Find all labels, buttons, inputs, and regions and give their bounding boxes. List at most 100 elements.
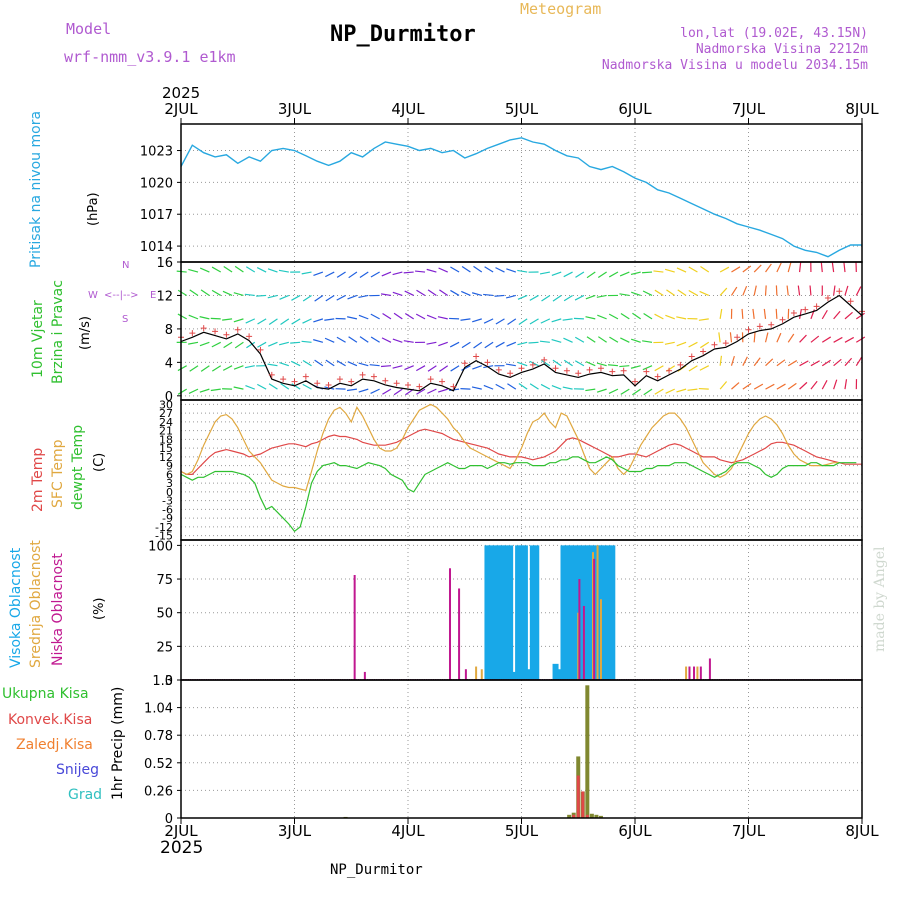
wind-arrow <box>763 308 767 319</box>
wind-arrow <box>654 388 664 395</box>
wind-arrow <box>347 294 358 300</box>
wind-arrow <box>700 265 710 273</box>
cloud-bar-high_cloud <box>583 545 590 680</box>
wind-arrow <box>301 271 312 275</box>
wind-arrow <box>787 360 798 367</box>
wind-arrow <box>620 388 630 395</box>
precip-bar-total_precip <box>594 814 599 818</box>
year-top: 2025 <box>162 84 201 102</box>
wind-arrow <box>517 269 528 273</box>
y-tick-label: -6 <box>162 503 173 516</box>
wind-arrow <box>416 289 426 296</box>
wind-arrow <box>821 380 828 390</box>
wind-arrow <box>199 388 210 393</box>
wind-arrow <box>313 271 324 276</box>
wind-gust-mark <box>847 298 854 305</box>
cloud-bar-low_cloud <box>448 568 451 680</box>
y-tick-label: 1.04 <box>144 702 173 717</box>
wind-gust-mark <box>212 328 219 335</box>
wind-arrow <box>719 355 723 366</box>
wind-arrow <box>855 286 862 296</box>
temp-line-temp2m <box>180 428 862 475</box>
cloud-bar-high_cloud <box>570 545 577 680</box>
wind-arrow <box>347 361 358 367</box>
wind-arrow <box>495 267 505 273</box>
legend-frozen-rain: Zaledj.Kisa <box>16 737 93 753</box>
wind-arrow <box>585 388 596 392</box>
y-tick-label: -3 <box>162 495 173 508</box>
wind-arrow <box>461 341 471 349</box>
wind-arrow <box>495 341 505 348</box>
cloud-bar-high_cloud <box>515 545 522 680</box>
y-tick-label: 0.52 <box>144 757 173 772</box>
y-tick-label: 100 <box>148 539 173 554</box>
wind-gust-mark <box>450 383 457 390</box>
wind-arrow <box>517 341 528 346</box>
wind-arrow <box>753 357 761 367</box>
wind-arrow <box>471 292 482 297</box>
wind-arrow <box>688 365 698 372</box>
wind-gust-mark <box>189 330 196 337</box>
wind-arrow <box>426 341 437 345</box>
wind-gust-mark <box>348 378 355 385</box>
wind-gust-mark <box>393 380 400 387</box>
cloud-bar-high_cloud <box>499 545 506 680</box>
wind-arrow <box>348 271 358 279</box>
wind-arrow <box>278 341 289 346</box>
wind-arrow <box>630 365 641 369</box>
y-tick-label: 6 <box>166 468 173 481</box>
y-tick-label: 1.3 <box>152 674 173 689</box>
year-bottom: 2025 <box>160 838 204 858</box>
cloud-bar-high_cloud <box>560 545 567 680</box>
wind-arrow <box>359 336 369 343</box>
wind-arrow <box>654 365 664 372</box>
wind-arrow <box>597 271 607 279</box>
wind-arrow <box>336 294 346 301</box>
wind-arrow <box>382 388 392 395</box>
wind-arrow <box>742 356 748 366</box>
wind-arrow <box>416 388 426 395</box>
wind-gust-mark <box>824 294 831 301</box>
x-tick-label-top: 3JUL <box>278 100 312 118</box>
model-label: Model <box>66 20 112 38</box>
wind-gust-mark <box>586 366 593 373</box>
cloud-bar-high_cloud <box>609 545 616 680</box>
wind-arrow <box>471 386 482 390</box>
cloud-bar-low_cloud <box>708 658 711 680</box>
wind-gust-mark <box>439 378 446 385</box>
x-tick-label-top: 2JUL <box>164 100 198 118</box>
wind-gust-mark <box>836 288 843 295</box>
wind-arrow <box>687 388 698 391</box>
wind-arrow <box>562 318 573 321</box>
wind-arrow <box>188 268 199 273</box>
wind-arrow <box>529 360 539 367</box>
wind-arrow <box>764 285 767 296</box>
wind-arrow <box>336 360 346 367</box>
y-tick-label: 3 <box>166 477 173 490</box>
wind-arrow <box>370 388 380 394</box>
cloud-bar-high_cloud <box>601 545 608 680</box>
wind-arrow <box>574 336 585 343</box>
y-tick-label: -9 <box>162 512 173 525</box>
wind-arrow <box>188 388 199 394</box>
wind-gust-mark <box>268 371 275 378</box>
wind-arrow <box>562 386 573 390</box>
wind-arrow <box>280 382 290 390</box>
wind-arrow <box>415 313 426 320</box>
wind-arrow <box>810 335 820 343</box>
wind-arrow <box>688 266 698 273</box>
legend-convective-rain: Konvek.Kisa <box>8 712 93 728</box>
wind-arrow <box>267 294 278 299</box>
precip-bar-convective <box>576 775 580 818</box>
wind-arrow <box>843 262 846 273</box>
wind-arrow <box>787 382 797 390</box>
wind-arrow <box>844 336 855 343</box>
precip-bar-total_precip <box>598 815 603 818</box>
wind-arrow <box>844 379 848 390</box>
wind-arrow <box>325 359 335 367</box>
wind-arrow <box>765 263 772 273</box>
wind-arrow <box>688 341 698 348</box>
wind-arrow <box>575 271 585 278</box>
wind-gust-mark <box>790 310 797 317</box>
